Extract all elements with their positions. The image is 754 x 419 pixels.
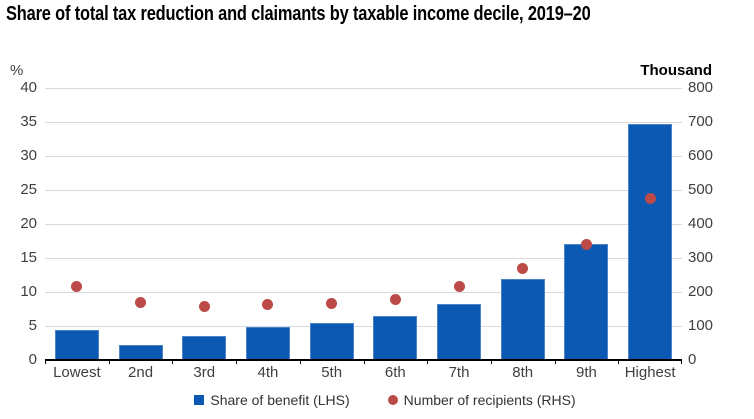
gridline — [45, 155, 682, 157]
left-axis-tick-label: 5 — [28, 317, 37, 334]
dot-9th — [580, 238, 592, 250]
dot-3rd — [198, 300, 210, 312]
legend-item-number-of-recipients: Number of recipients (RHS) — [387, 392, 576, 408]
right-axis-tick-label: 200 — [688, 283, 714, 300]
x-axis-tick — [618, 360, 620, 364]
right-axis-tick-label: 500 — [688, 181, 714, 198]
legend-label-lhs: Share of benefit (LHS) — [210, 392, 350, 408]
bar-6th — [373, 316, 418, 360]
dot-lowest — [71, 281, 83, 293]
right-axis-tick-label: 0 — [688, 351, 697, 368]
x-axis-tick — [681, 360, 682, 364]
left-axis-tick-label: 20 — [20, 215, 37, 232]
left-axis-unit-label: % — [10, 62, 24, 79]
left-axis-tick-label: 25 — [20, 181, 37, 198]
bar-lowest — [54, 330, 99, 360]
x-axis-tick — [363, 360, 365, 364]
right-axis-tick-label: 300 — [688, 249, 714, 266]
legend-item-share-of-benefit: Share of benefit (LHS) — [194, 392, 350, 408]
right-axis-tick-label: 700 — [688, 113, 714, 130]
right-axis-tick-label: 100 — [688, 317, 714, 334]
x-axis-label-8th: 8th — [512, 364, 534, 381]
x-axis-tick — [490, 360, 492, 364]
bar-9th — [564, 244, 609, 360]
left-axis-tick-label: 15 — [20, 249, 37, 266]
gridline — [45, 325, 682, 327]
bar-3rd — [182, 336, 227, 360]
x-axis-label-2nd: 2nd — [128, 364, 154, 381]
left-axis-tick-label: 10 — [20, 283, 37, 300]
gridline — [45, 257, 682, 259]
bar-4th — [245, 327, 290, 360]
gridline — [45, 121, 682, 123]
legend: Share of benefit (LHS) Number of recipie… — [8, 392, 754, 408]
x-axis-tick — [45, 360, 46, 364]
left-axis-tick-label: 35 — [20, 113, 37, 130]
x-axis-label-highest: Highest — [624, 364, 676, 381]
x-axis-label-4th: 4th — [257, 364, 279, 381]
x-axis-tick — [172, 360, 174, 364]
gridline — [45, 189, 682, 191]
x-axis-label-lowest: Lowest — [53, 364, 101, 381]
x-axis-label-5th: 5th — [321, 364, 343, 381]
bar-2nd — [118, 345, 163, 360]
dot-highest — [644, 193, 656, 204]
dot-2nd — [135, 297, 147, 309]
dot-7th — [453, 280, 465, 292]
right-axis-unit-label: Thousand — [640, 62, 712, 79]
bar-series-swatch-icon — [194, 395, 205, 405]
dot-8th — [517, 263, 529, 275]
x-axis-label-6th: 6th — [384, 364, 406, 381]
gridline — [45, 223, 682, 225]
x-axis-tick — [299, 360, 301, 364]
gridline — [45, 87, 682, 89]
left-axis-tick-label: 40 — [20, 79, 37, 96]
dot-6th — [389, 294, 401, 306]
x-axis-tick — [108, 360, 110, 364]
x-axis-tick — [236, 360, 238, 364]
bar-8th — [500, 279, 545, 360]
x-axis-label-9th: 9th — [576, 364, 597, 381]
dot-5th — [326, 298, 338, 310]
bar-7th — [437, 303, 482, 360]
legend-label-rhs: Number of recipients (RHS) — [403, 392, 576, 408]
plot-area — [45, 87, 682, 364]
chart-title: Share of total tax reduction and claiman… — [6, 3, 591, 25]
left-axis-tick-label: 30 — [20, 147, 37, 164]
x-axis-tick — [554, 360, 556, 364]
x-axis-label-3rd: 3rd — [193, 364, 216, 381]
dot-series-swatch-icon — [387, 395, 398, 405]
bar-5th — [309, 322, 354, 360]
gridline — [45, 291, 682, 293]
dot-4th — [262, 299, 274, 311]
x-axis-label-7th: 7th — [448, 364, 470, 381]
left-axis-tick-label: 0 — [28, 351, 37, 368]
x-axis-tick — [427, 360, 429, 364]
right-axis-tick-label: 400 — [688, 215, 714, 232]
right-axis-tick-label: 800 — [688, 79, 714, 96]
right-axis-tick-label: 600 — [688, 147, 714, 164]
bar-highest — [628, 124, 673, 360]
